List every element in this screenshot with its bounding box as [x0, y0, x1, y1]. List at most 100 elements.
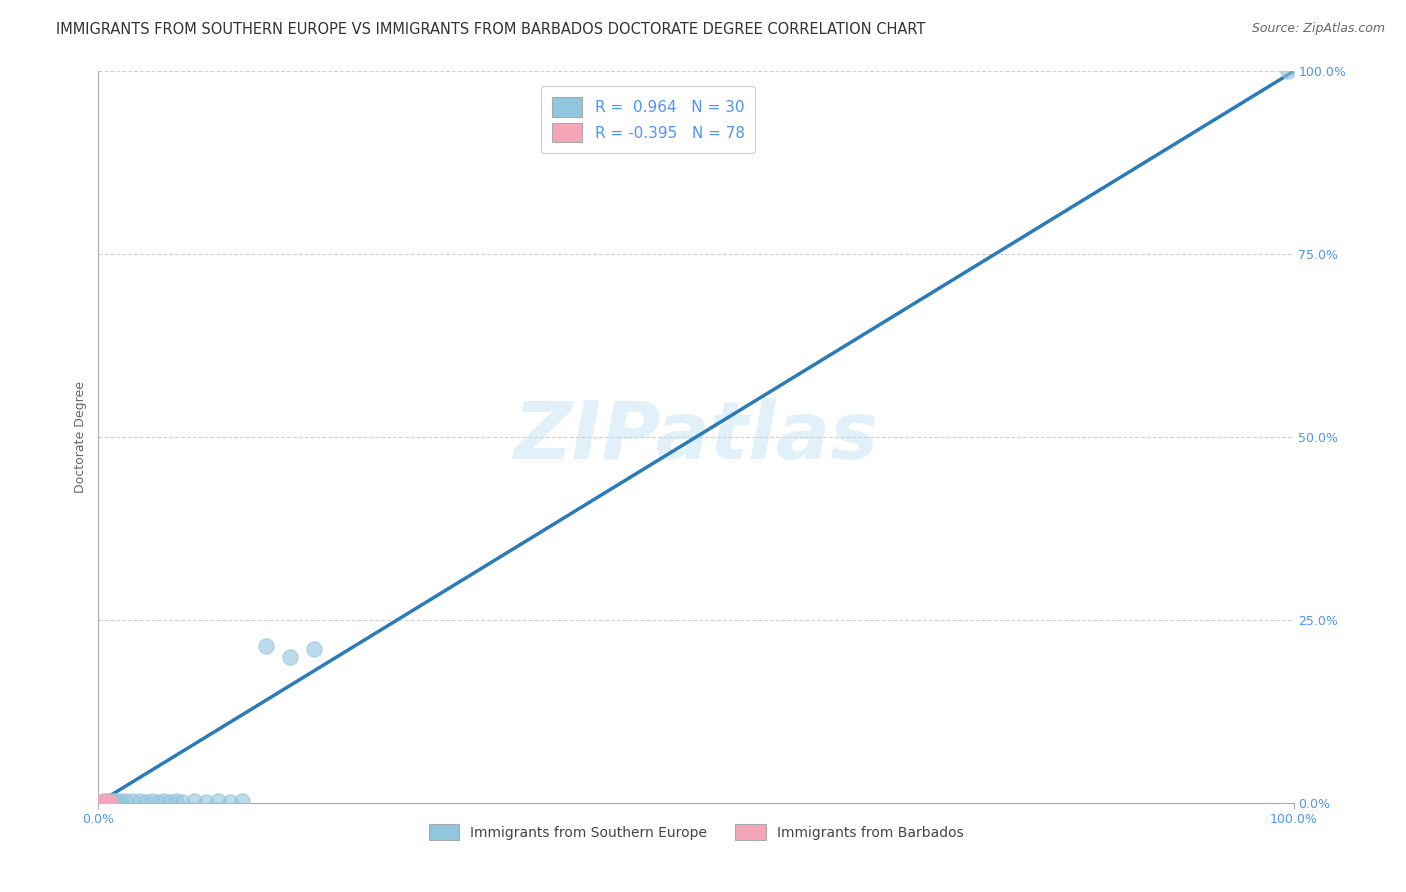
Point	[96, 794, 118, 808]
Point	[148, 795, 170, 809]
Point	[90, 794, 112, 808]
Point	[98, 795, 122, 809]
Point	[97, 794, 120, 808]
Point	[90, 794, 112, 808]
Point	[278, 649, 301, 664]
Point	[89, 795, 111, 809]
Point	[93, 794, 115, 808]
Point	[93, 794, 115, 808]
Point	[96, 795, 118, 809]
Point	[207, 794, 229, 808]
Point	[91, 795, 114, 809]
Point	[101, 795, 124, 809]
Point	[100, 794, 122, 808]
Point	[100, 794, 122, 808]
Point	[90, 794, 112, 808]
Point	[165, 794, 187, 808]
Point	[98, 795, 121, 809]
Point	[96, 795, 118, 809]
Point	[172, 795, 194, 809]
Point	[94, 795, 117, 809]
Point	[91, 795, 114, 809]
Point	[90, 794, 112, 808]
Point	[90, 794, 112, 808]
Point	[96, 795, 118, 809]
Point	[1277, 64, 1299, 78]
Point	[94, 795, 117, 809]
Legend: Immigrants from Southern Europe, Immigrants from Barbados: Immigrants from Southern Europe, Immigra…	[422, 817, 970, 847]
Point	[89, 795, 111, 809]
Point	[96, 795, 118, 809]
Point	[97, 794, 120, 808]
Point	[89, 795, 111, 809]
Point	[98, 794, 122, 808]
Point	[89, 795, 111, 809]
Point	[96, 795, 118, 809]
Point	[98, 795, 121, 809]
Text: ZIPatlas: ZIPatlas	[513, 398, 879, 476]
Point	[94, 794, 117, 808]
Point	[91, 795, 114, 809]
Point	[129, 794, 152, 808]
Point	[93, 795, 115, 809]
Point	[91, 795, 114, 809]
Point	[183, 794, 205, 808]
Point	[97, 794, 120, 808]
Point	[93, 794, 115, 808]
Point	[159, 795, 181, 809]
Point	[90, 794, 112, 808]
Point	[100, 794, 122, 808]
Point	[153, 794, 176, 808]
Point	[94, 795, 117, 809]
Point	[90, 794, 112, 808]
Point	[98, 795, 121, 809]
Point	[90, 794, 112, 808]
Point	[97, 794, 120, 808]
Point	[91, 795, 114, 809]
Point	[94, 794, 117, 808]
Point	[98, 795, 121, 809]
Point	[97, 794, 120, 808]
Point	[98, 795, 121, 809]
Point	[135, 795, 157, 809]
Point	[96, 795, 118, 809]
Point	[97, 794, 120, 808]
Point	[91, 795, 114, 809]
Point	[91, 795, 114, 809]
Text: Source: ZipAtlas.com: Source: ZipAtlas.com	[1251, 22, 1385, 36]
Point	[94, 794, 117, 808]
Point	[114, 794, 136, 808]
Point	[96, 794, 118, 808]
Point	[91, 795, 114, 809]
Point	[254, 639, 277, 653]
Text: IMMIGRANTS FROM SOUTHERN EUROPE VS IMMIGRANTS FROM BARBADOS DOCTORATE DEGREE COR: IMMIGRANTS FROM SOUTHERN EUROPE VS IMMIG…	[56, 22, 925, 37]
Point	[89, 795, 111, 809]
Point	[91, 795, 114, 809]
Point	[93, 795, 115, 809]
Y-axis label: Doctorate Degree: Doctorate Degree	[75, 381, 87, 493]
Point	[96, 795, 118, 809]
Point	[96, 794, 118, 808]
Point	[96, 794, 118, 808]
Point	[89, 795, 111, 809]
Point	[91, 794, 114, 808]
Point	[121, 794, 143, 808]
Point	[100, 794, 122, 808]
Point	[219, 795, 242, 809]
Point	[100, 794, 122, 808]
Point	[94, 794, 117, 808]
Point	[89, 795, 111, 809]
Point	[231, 794, 253, 808]
Point	[97, 794, 120, 808]
Point	[94, 795, 117, 809]
Point	[103, 794, 125, 808]
Point	[93, 794, 115, 808]
Point	[93, 794, 115, 808]
Point	[97, 795, 120, 809]
Point	[195, 795, 218, 809]
Point	[93, 794, 115, 808]
Point	[94, 795, 117, 809]
Point	[100, 794, 122, 808]
Point	[90, 795, 112, 809]
Point	[98, 795, 121, 809]
